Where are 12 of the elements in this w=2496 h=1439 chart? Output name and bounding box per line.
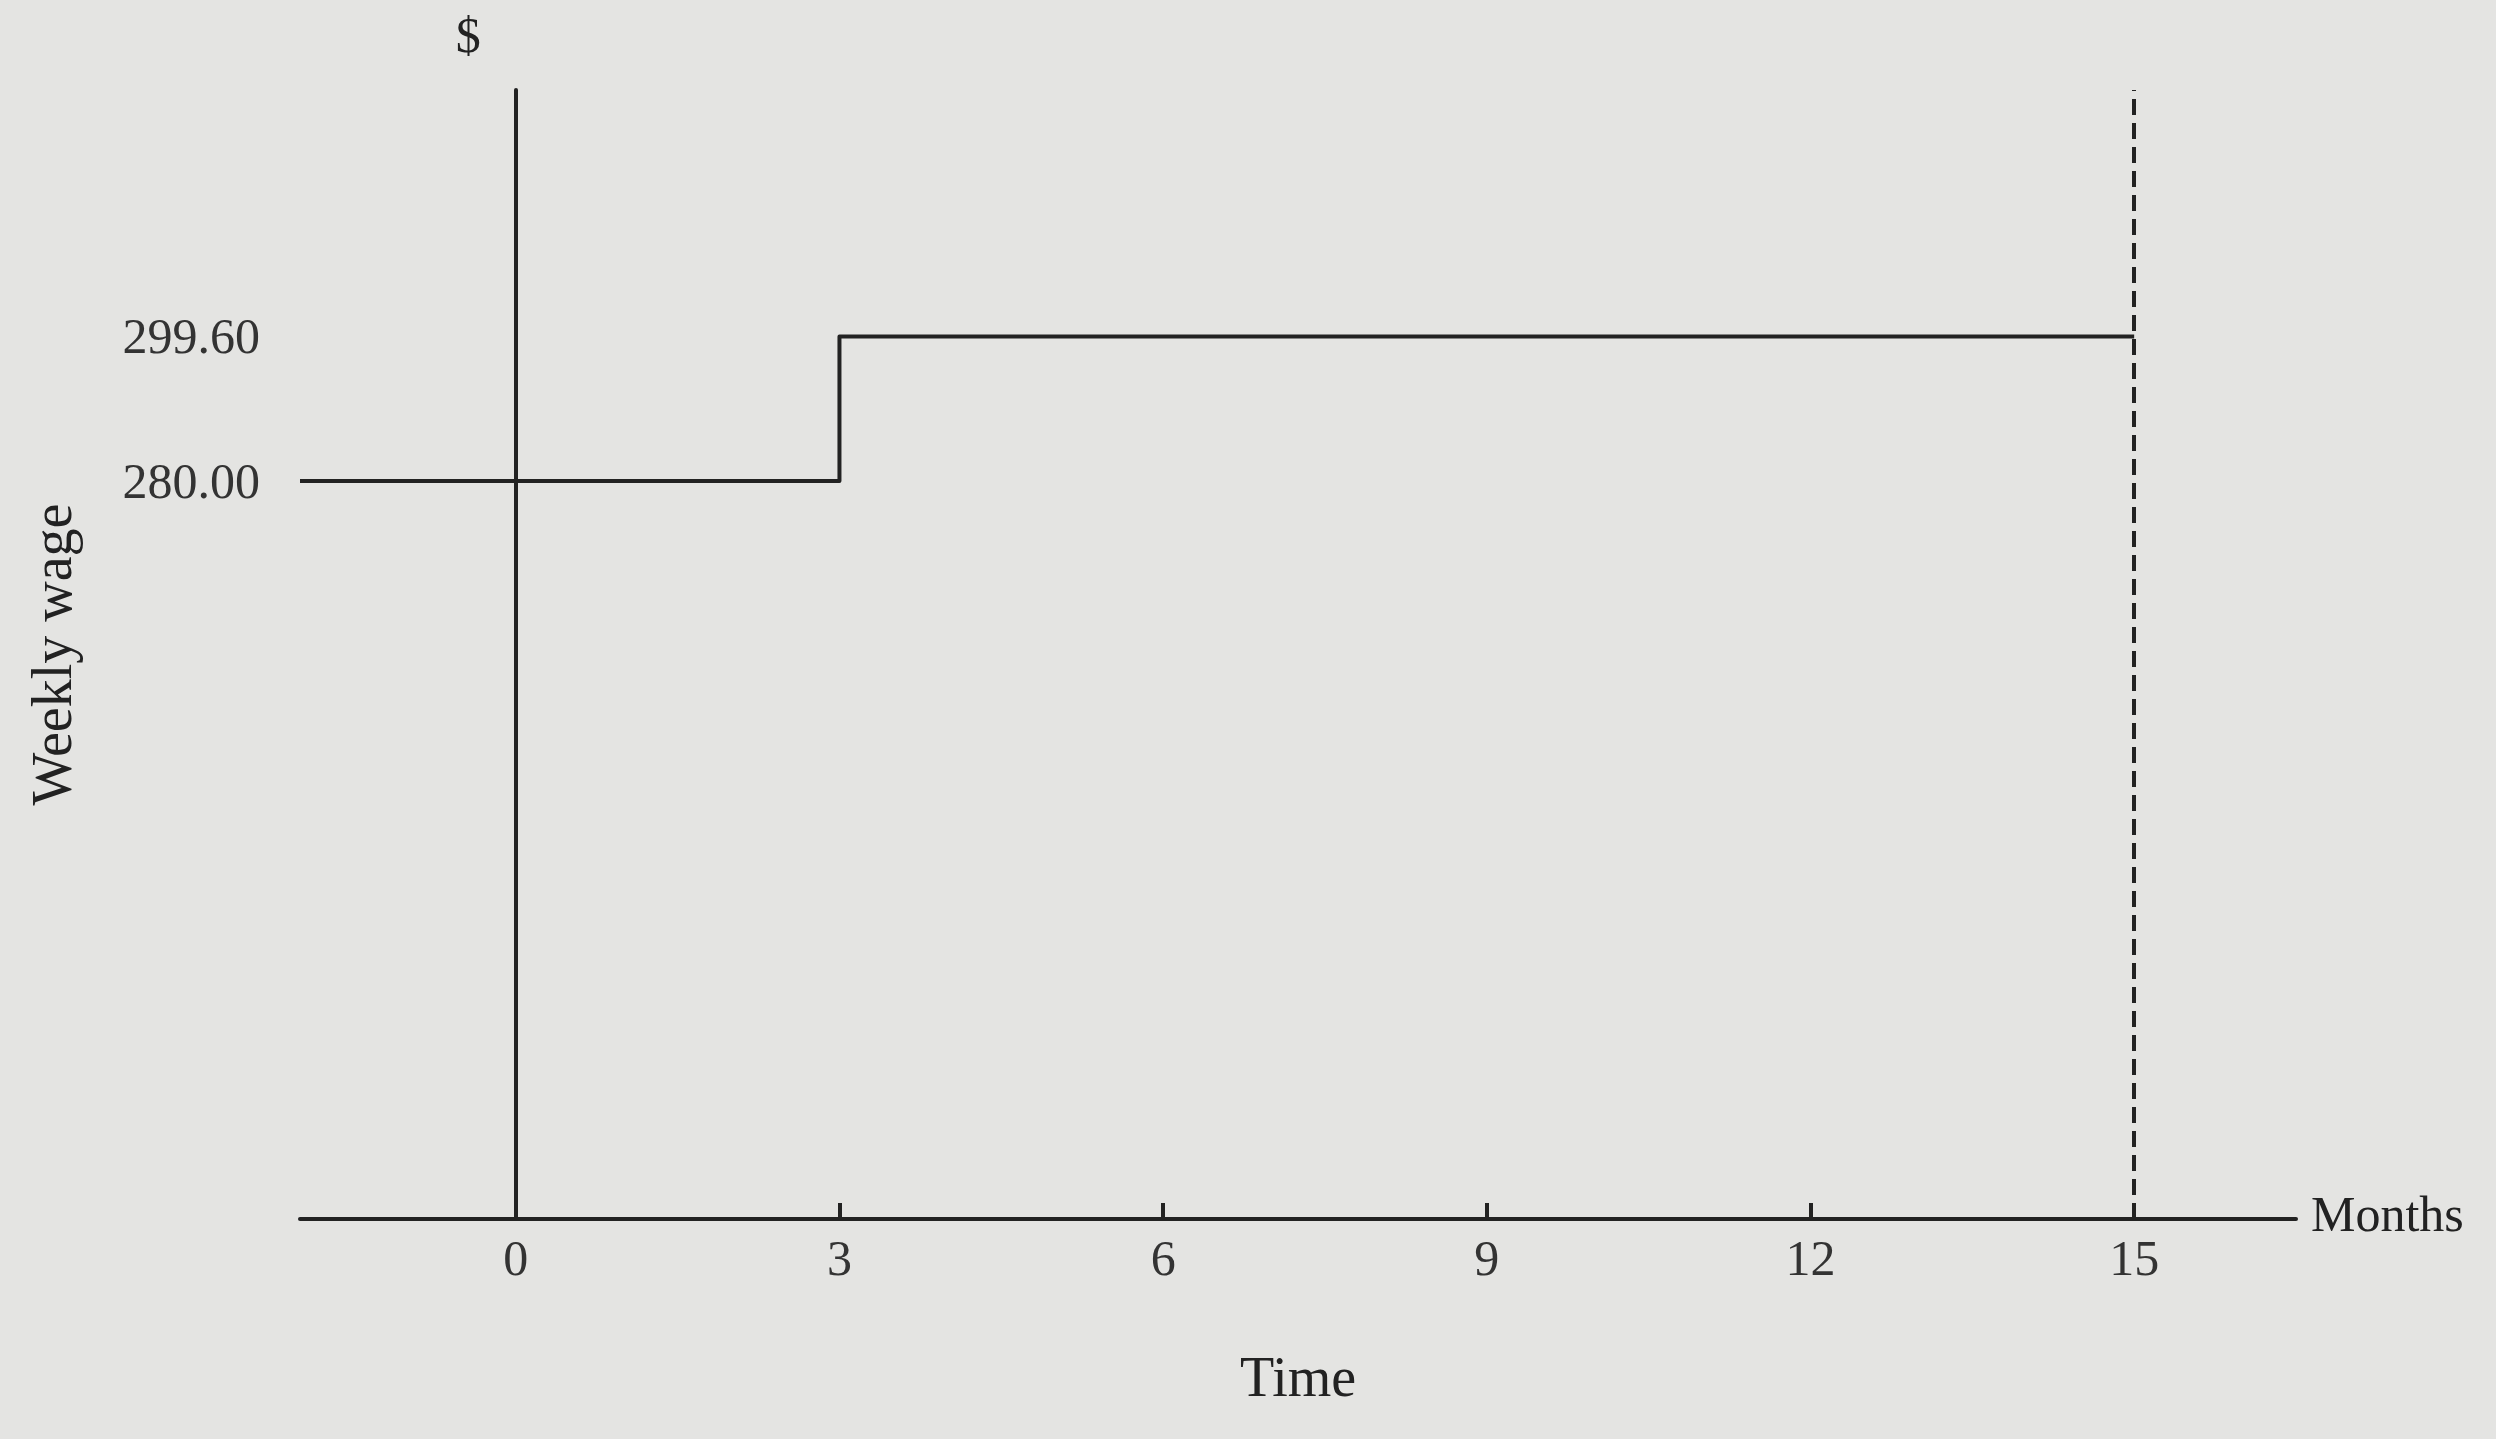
x-axis-title: Time — [1239, 1346, 1357, 1408]
text: Months — [2311, 1186, 2464, 1242]
y-tick-label: 299.60 — [122, 308, 260, 365]
x-tick-label: 15 — [2109, 1230, 2160, 1286]
x-tick-label: 6 — [1150, 1230, 1176, 1286]
x-tick-label: 0 — [503, 1230, 529, 1286]
x-tick-label: 3 — [826, 1230, 852, 1286]
y-tick-label: 280.00 — [122, 453, 260, 510]
x-tick-label: 12 — [1785, 1230, 1836, 1286]
y-axis-title: Weekly wage — [21, 503, 83, 806]
x-tick-label: 9 — [1474, 1230, 1500, 1286]
text: $ — [455, 7, 481, 63]
